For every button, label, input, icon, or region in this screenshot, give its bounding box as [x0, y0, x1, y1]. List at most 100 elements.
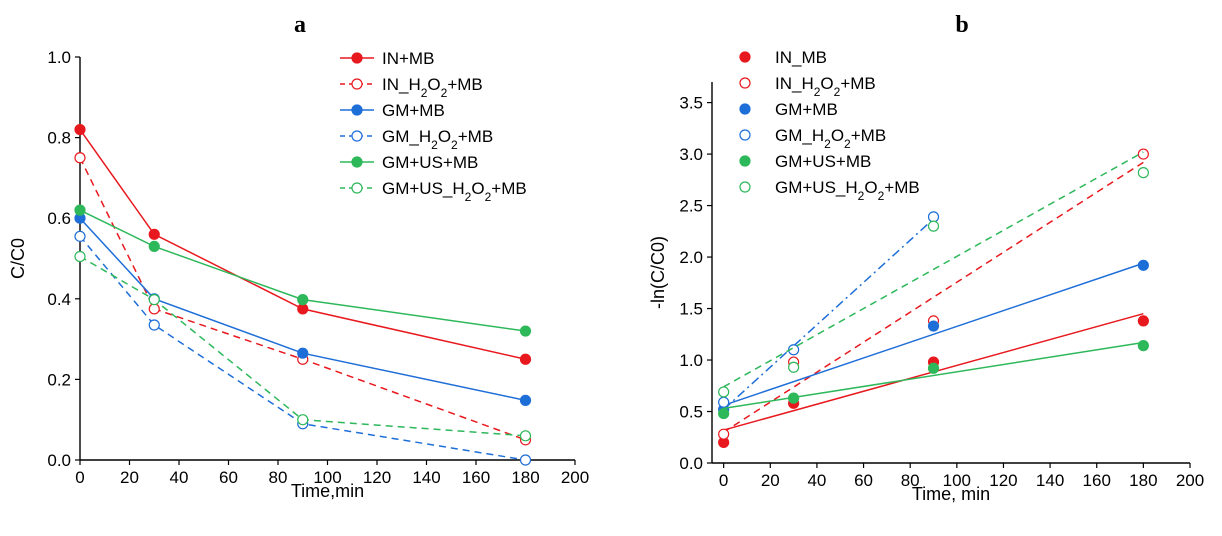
data-point-gm-us-mb: [1137, 340, 1149, 352]
legend-marker-gm-us-mb: [739, 155, 751, 167]
x-tick-label-a: 0: [75, 468, 84, 487]
data-point-gm-us-h2o2-mb: [718, 386, 730, 398]
y-tick-label-a: 0.0: [47, 451, 71, 470]
legend-marker-in-h2o2-mb: [739, 77, 751, 89]
fit-line-gm-h2o2-mb: [723, 218, 935, 411]
x-tick-label-a: 200: [561, 468, 589, 487]
y-axis-title-b: -ln(C/C0): [648, 236, 668, 309]
x-tick-label-a: 160: [462, 468, 490, 487]
data-point-gm-us-h2o2-mb: [927, 220, 940, 232]
y-tick-label-b: 2.0: [679, 248, 703, 267]
legend-marker-gm-us-mb: [351, 156, 363, 168]
data-point-gm-us-h2o2-mb: [297, 414, 309, 426]
data-point-gm-h2o2-mb: [74, 230, 86, 242]
panel-label-b: b: [955, 12, 968, 38]
x-tick-label-a: 40: [170, 468, 189, 487]
data-point-gm-us-mb: [927, 362, 940, 374]
data-point-gm-us-mb: [148, 240, 160, 253]
legend-marker-in-h2o2-mb: [351, 78, 363, 90]
data-point-in-h2o2-mb: [148, 303, 160, 315]
data-point-in-h2o2-mb: [74, 152, 86, 164]
legend-label-gm-us-mb: GM+US+MB: [382, 153, 478, 172]
x-tick-label-a: 60: [219, 468, 238, 487]
y-tick-label-b: 1.0: [679, 351, 703, 370]
y-tick-label-a: 0.6: [47, 209, 71, 228]
data-point-gm-h2o2-mb: [718, 396, 730, 408]
data-point-in-mb: [519, 353, 532, 365]
legend-label-in-mb: IN_MB: [775, 48, 827, 67]
x-tick-label-b: 80: [901, 471, 920, 490]
x-axis-title-b: Time, min: [912, 484, 990, 504]
x-tick-label-a: 140: [412, 468, 440, 487]
data-point-in-mb: [1137, 315, 1149, 327]
y-tick-label-b: 3.0: [679, 145, 703, 164]
legend-label-gm-h2o2-mb: GM_H2O2+MB: [775, 126, 886, 151]
data-point-in-h2o2-mb: [1137, 148, 1149, 160]
y-tick-label-b: 0.5: [679, 403, 703, 422]
x-tick-label-b: 0: [719, 471, 728, 490]
y-tick-label-a: 0.8: [47, 129, 71, 148]
legend-label-gm-h2o2-mb: GM_H2O2+MB: [382, 127, 493, 152]
data-point-in-mb: [74, 123, 86, 136]
y-tick-label-b: 3.5: [679, 94, 703, 113]
data-point-gm-us-h2o2-mb: [148, 294, 160, 306]
data-point-gm-us-mb: [788, 392, 800, 404]
x-tick-label-a: 80: [269, 468, 288, 487]
x-tick-label-b: 160: [1083, 471, 1111, 490]
legend-label-in-mb: IN+MB: [382, 49, 434, 68]
data-point-gm-h2o2-mb: [927, 211, 940, 223]
y-tick-label-b: 2.5: [679, 197, 703, 216]
fit-line-gm-mb: [723, 262, 1144, 407]
legend-label-gm-us-h2o2-mb: GM+US_H2O2+MB: [382, 179, 527, 204]
series-line-gm-mb: [79, 217, 526, 402]
x-tick-label-a: 100: [313, 468, 341, 487]
series-line-in-mb: [79, 129, 526, 360]
legend-label-gm-us-mb: GM+US+MB: [775, 152, 871, 171]
data-point-in-mb: [148, 228, 160, 240]
legend-marker-in-mb: [739, 51, 751, 63]
data-point-gm-us-h2o2-mb: [519, 430, 532, 442]
data-point-in-mb: [297, 303, 309, 315]
legend-label-in-h2o2-mb: IN_H2O2+MB: [382, 75, 483, 100]
data-point-gm-us-h2o2-mb: [74, 250, 86, 263]
data-point-gm-us-h2o2-mb: [1137, 167, 1149, 179]
data-point-gm-h2o2-mb: [148, 319, 160, 331]
y-tick-label-a: 1.0: [47, 48, 71, 67]
series-line-gm-us-h2o2-mb: [79, 255, 526, 437]
y-tick-label-b: 1.5: [679, 300, 703, 319]
y-axis-title-a: C/C0: [8, 238, 28, 279]
chart-panel-a: a 0 20 40 60 80 100 120 140 160 180 200 0.0 0.2 0.4 0.6…: [8, 12, 589, 501]
data-point-gm-us-mb: [74, 204, 86, 216]
x-tick-label-b: 100: [943, 471, 971, 490]
legend-marker-gm-mb: [739, 103, 751, 115]
legend-marker-in-mb: [351, 52, 363, 64]
x-tick-label-b: 140: [1036, 471, 1064, 490]
data-point-gm-mb: [1137, 259, 1149, 271]
data-point-gm-h2o2-mb: [519, 454, 532, 466]
fit-line-in-h2o2-mb: [723, 161, 1144, 433]
legend-marker-gm-mb: [351, 104, 363, 116]
data-point-gm-us-mb: [519, 325, 532, 337]
legend-label-gm-us-h2o2-mb: GM+US_H2O2+MB: [775, 178, 920, 203]
x-tick-label-a: 120: [363, 468, 391, 487]
data-point-gm-us-mb: [297, 294, 309, 306]
series-line-in-h2o2-mb: [79, 157, 526, 441]
x-tick-label-b: 20: [761, 471, 780, 490]
chart-panel-b: b 0 20 40 60 80 100 120 140 160 180 200 0.0 0.5 1.0 1.5…: [648, 12, 1204, 504]
x-tick-label-a: 180: [511, 468, 539, 487]
x-tick-label-a: 20: [120, 468, 139, 487]
data-point-in-h2o2-mb: [718, 428, 730, 440]
data-point-gm-mb: [297, 347, 309, 359]
legend-marker-gm-h2o2-mb: [351, 130, 363, 142]
legend-marker-gm-us-h2o2-mb: [351, 182, 363, 194]
x-tick-label-b: 60: [854, 471, 873, 490]
legend-label-gm-mb: GM+MB: [382, 101, 445, 120]
y-tick-label-b: 0.0: [679, 454, 703, 473]
x-tick-label-b: 40: [807, 471, 826, 490]
series-line-gm-h2o2-mb: [79, 235, 526, 461]
data-point-gm-us-h2o2-mb: [788, 361, 800, 373]
x-tick-label-b: 200: [1176, 471, 1204, 490]
legend-label-gm-mb: GM+MB: [775, 100, 838, 119]
panel-label-a: a: [294, 12, 306, 38]
